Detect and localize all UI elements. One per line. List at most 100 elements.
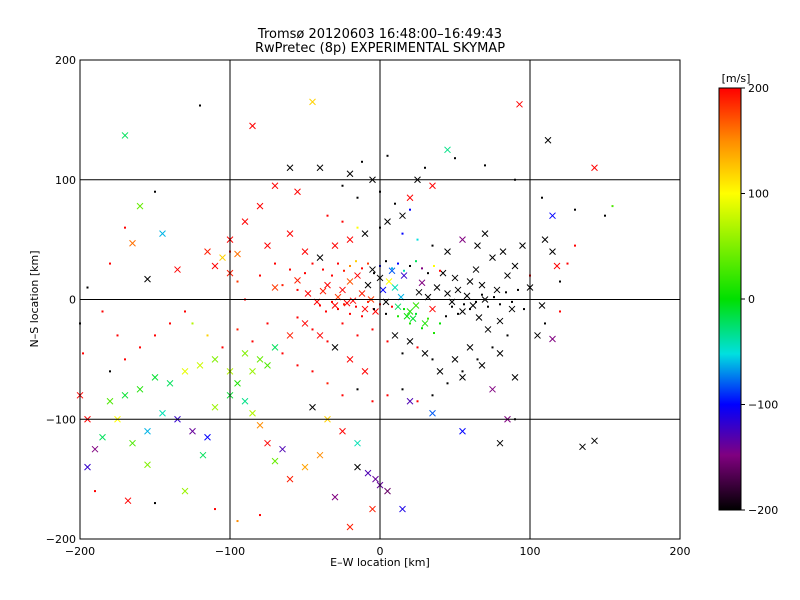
scatter-point-cross: [286, 230, 294, 237]
scatter-point-dot: [326, 340, 329, 343]
scatter-point-dot: [281, 284, 284, 287]
scatter-point-dot: [499, 303, 501, 306]
scatter-point-dot: [341, 220, 344, 223]
scatter-point-cross: [84, 463, 91, 471]
scatter-point-cross: [286, 475, 294, 483]
scatter-point-cross: [475, 314, 483, 321]
scatter-point-dot: [154, 190, 156, 193]
scatter-point-dot: [431, 394, 434, 397]
scatter-point-cross: [364, 281, 372, 289]
scatter-point-cross: [534, 332, 541, 339]
y-axis-label: N–S location [km]: [28, 250, 41, 347]
scatter-point-dot: [415, 312, 417, 315]
scatter-point-dot: [386, 340, 389, 343]
scatter-point-dot: [341, 322, 344, 325]
scatter-point-dot: [296, 316, 299, 319]
scatter-point-cross: [478, 362, 486, 369]
scatter-point-cross: [361, 367, 369, 375]
scatter-point-dot: [386, 394, 389, 397]
scatter-point-cross: [406, 308, 414, 315]
scatter-point-cross: [384, 218, 391, 226]
scatter-point-cross: [549, 335, 556, 343]
scatter-point-cross: [409, 315, 417, 323]
scatter-point-dot: [169, 322, 171, 325]
scatter-point-cross: [264, 362, 271, 369]
scatter-point-dot: [349, 264, 351, 267]
scatter-point-cross: [496, 439, 504, 447]
scatter-point-cross: [331, 493, 339, 501]
scatter-point-cross: [511, 373, 519, 381]
scatter-point-dot: [517, 288, 519, 291]
scatter-point-dot: [416, 238, 419, 241]
scatter-point-cross: [403, 312, 411, 320]
scatter-point-cross: [324, 281, 331, 289]
scatter-point-cross: [294, 188, 301, 196]
scatter-point-dot: [101, 310, 104, 313]
scatter-point-cross: [144, 427, 151, 435]
scatter-point-cross: [211, 403, 219, 411]
scatter-point-cross: [361, 305, 369, 313]
scatter-point-dot: [457, 312, 459, 315]
scatter-point-cross: [591, 164, 598, 172]
scatter-point-cross: [271, 284, 279, 291]
scatter-point-dot: [439, 269, 441, 272]
scatter-point-cross: [286, 164, 294, 172]
scatter-point-cross: [399, 212, 406, 220]
scatter-point-dot: [274, 262, 276, 265]
scatter-point-dot: [391, 267, 393, 270]
scatter-point-dot: [154, 502, 156, 505]
scatter-point-cross: [144, 275, 151, 283]
scatter-point-dot: [506, 334, 509, 337]
scatter-point-cross: [346, 356, 354, 363]
scatter-point-dot: [433, 332, 435, 335]
scatter-point-dot: [259, 274, 261, 277]
scatter-point-cross: [264, 439, 271, 447]
scatter-point-cross: [412, 302, 420, 309]
scatter-point-cross: [499, 248, 507, 255]
scatter-point-dot: [355, 305, 357, 308]
scatter-point-cross: [144, 461, 151, 469]
scatter-point-cross: [219, 254, 226, 261]
scatter-point-cross: [181, 367, 189, 375]
scatter-point-cross: [444, 248, 451, 255]
scatter-point-cross: [121, 132, 129, 139]
scatter-point-cross: [271, 182, 279, 190]
scatter-point-dot: [311, 262, 314, 265]
scatter-point-dot: [394, 202, 396, 205]
scatter-point-dot: [361, 160, 363, 163]
scatter-point-dot: [385, 312, 387, 315]
scatter-point-dot: [397, 262, 399, 265]
scatter-point-dot: [86, 286, 89, 289]
scatter-point-cross: [415, 288, 423, 296]
scatter-point-cross: [484, 326, 492, 333]
scatter-point-dot: [476, 358, 479, 361]
scatter-point-cross: [444, 146, 451, 154]
colorbar-tick-label: 100: [748, 188, 769, 201]
scatter-point-cross: [211, 262, 219, 270]
scatter-point-cross: [406, 397, 414, 405]
scatter-point-dot: [409, 208, 411, 211]
scatter-point-cross: [400, 272, 408, 279]
scatter-point-dot: [82, 352, 84, 355]
scatter-point-cross: [364, 469, 372, 477]
scatter-point-dot: [454, 157, 456, 160]
scatter-point-dot: [409, 322, 411, 325]
scatter-point-dot: [604, 214, 606, 217]
scatter-point-dot: [446, 382, 449, 385]
scatter-point-dot: [409, 264, 411, 267]
scatter-point-dot: [401, 232, 404, 235]
scatter-point-dot: [475, 300, 477, 303]
scatter-point-dot: [433, 264, 435, 267]
scatter-point-dot: [401, 388, 404, 391]
scatter-point-dot: [356, 226, 359, 229]
y-tick-label: 100: [55, 174, 76, 187]
scatter-point-dot: [484, 164, 486, 167]
scatter-point-cross: [256, 202, 264, 210]
scatter-point-cross: [394, 303, 402, 311]
x-tick-label: −200: [65, 545, 95, 558]
chart-title: Tromsø 20120603 16:48:00–16:49:43: [257, 27, 502, 42]
scatter-point-cross: [493, 286, 501, 294]
scatter-point-cross: [418, 279, 426, 287]
scatter-point-dot: [427, 272, 429, 275]
